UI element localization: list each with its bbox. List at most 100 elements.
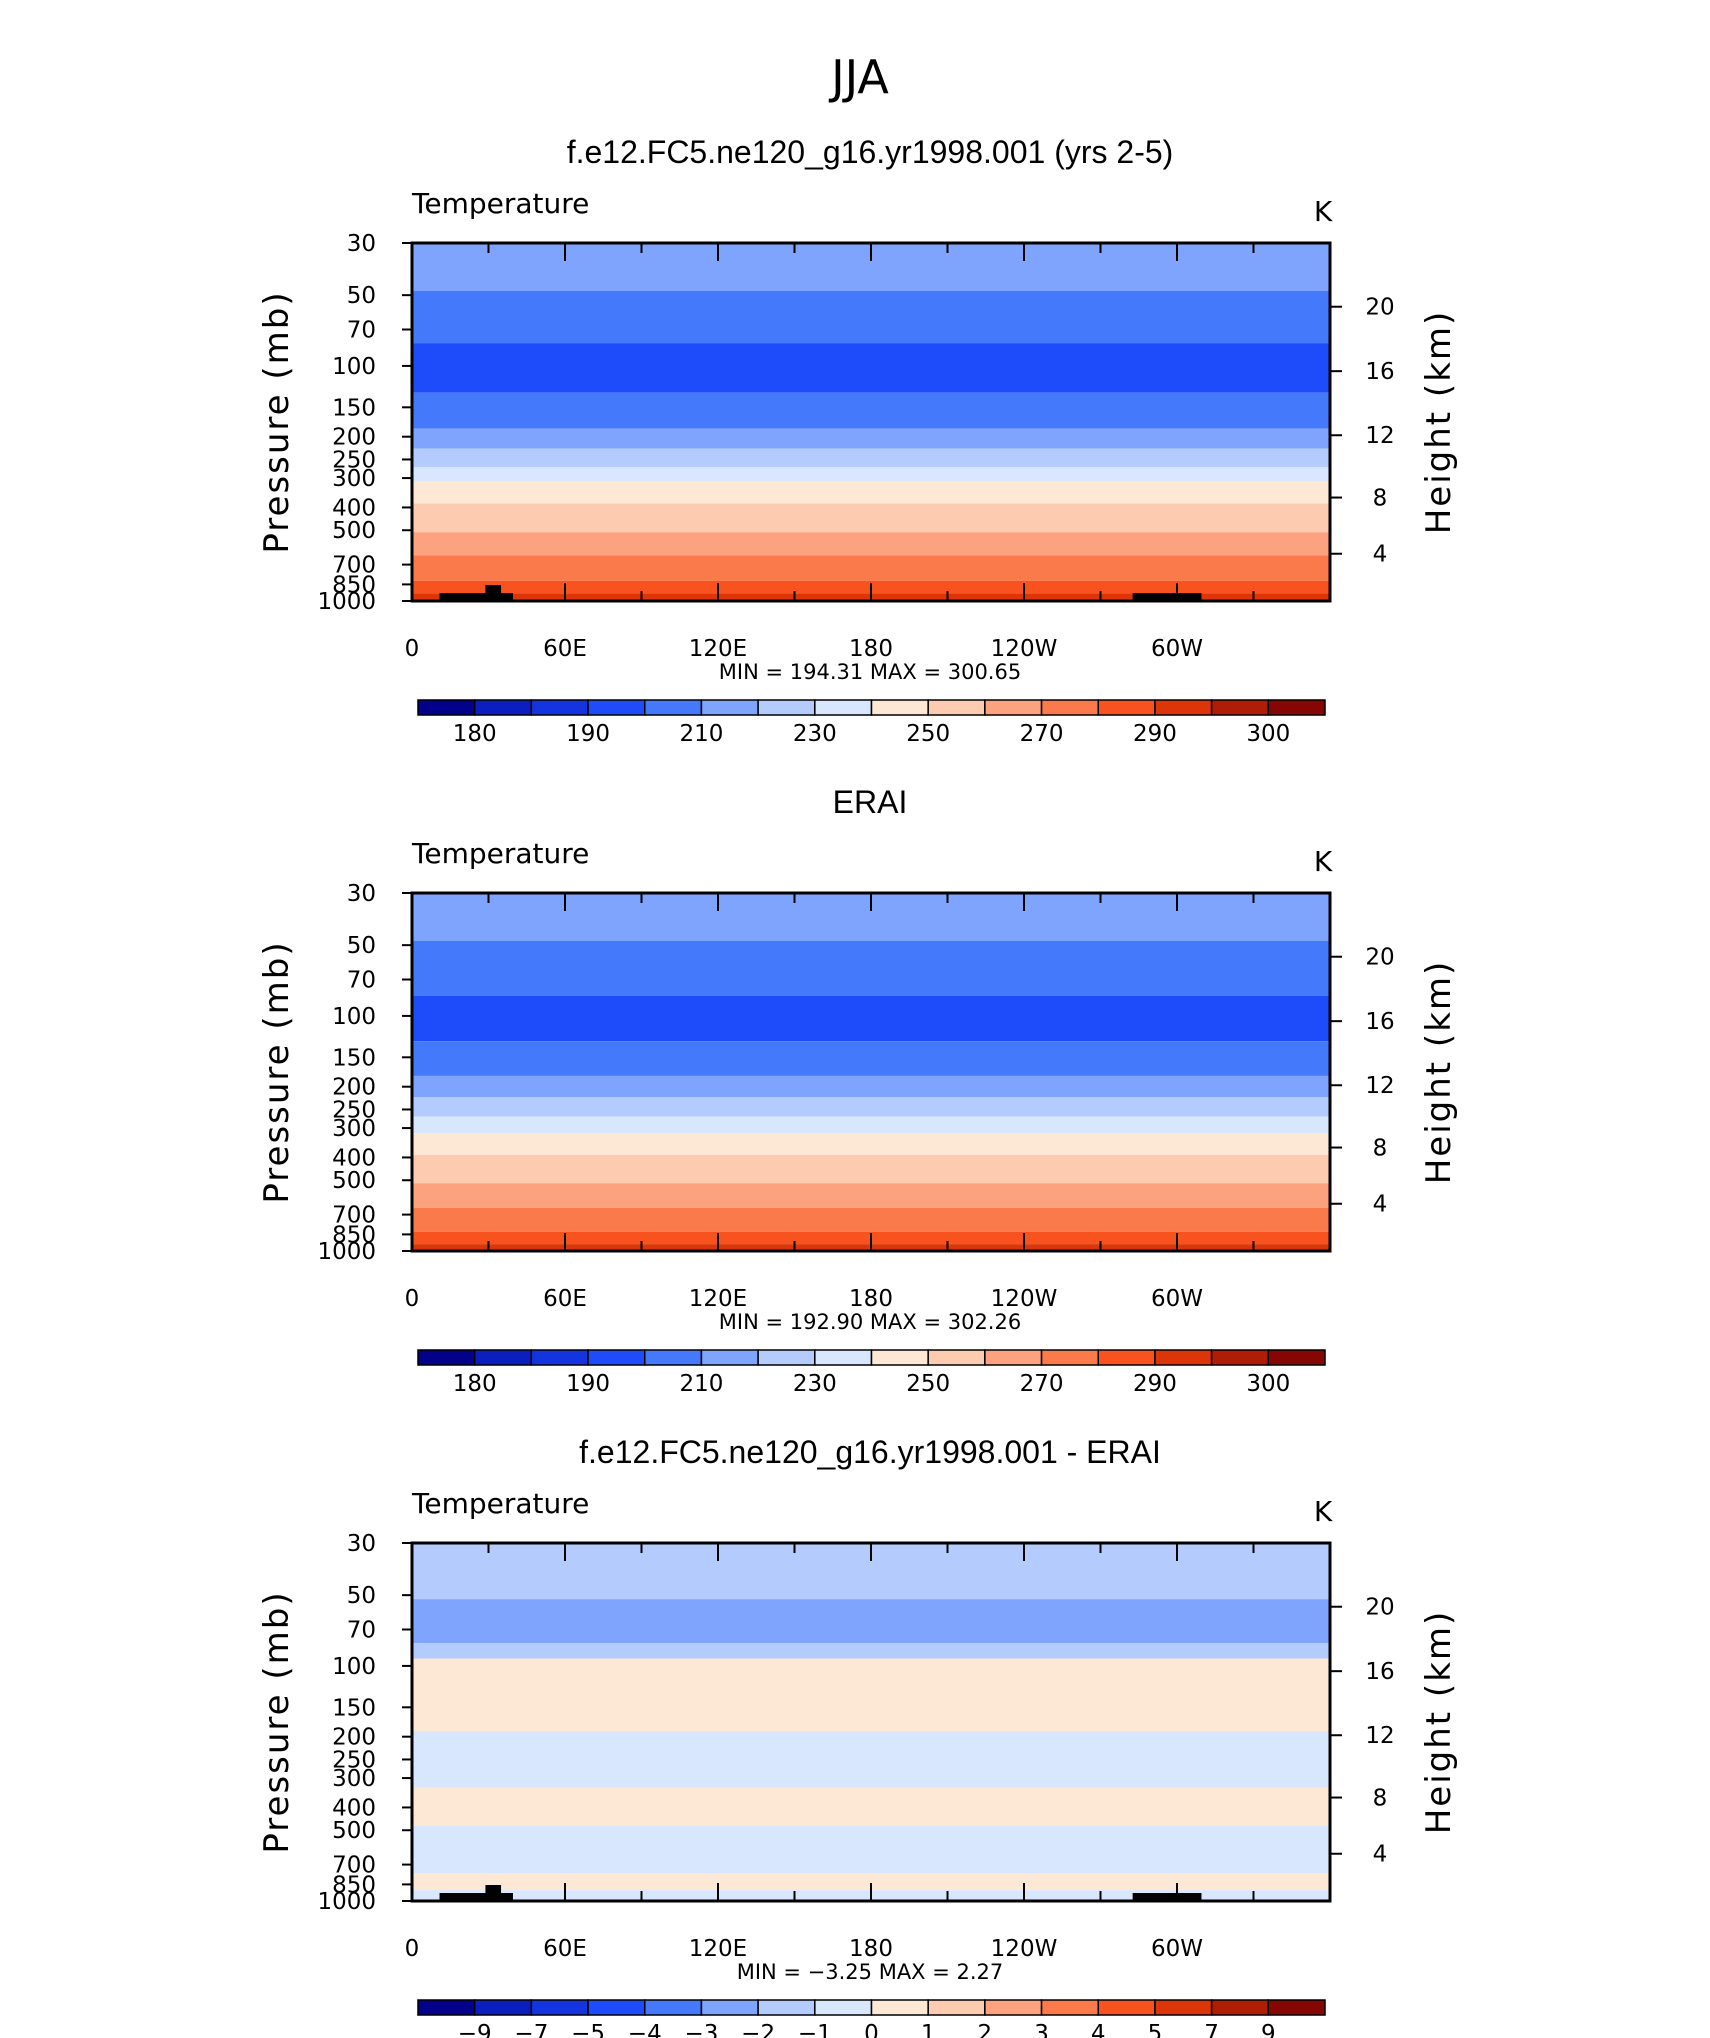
- colorbar-segment: [814, 1349, 873, 1366]
- y-tick-label: 300: [332, 1116, 376, 1142]
- right-tick-label: 20: [1365, 1595, 1394, 1621]
- colorbar-label: 0: [864, 2021, 879, 2038]
- y-tick-label: 1000: [317, 589, 376, 615]
- colorbar-segment: [530, 1349, 589, 1366]
- colorbar-label: 290: [1133, 721, 1177, 747]
- y-tick-label: 300: [332, 1766, 376, 1792]
- right-tick-label: 16: [1365, 1659, 1394, 1685]
- terrain-block: [1132, 593, 1202, 601]
- y-tick-label: 1000: [317, 1889, 376, 1915]
- y-axis-label: Pressure (mb): [257, 1590, 297, 1853]
- panel-3: f.e12.FC5.ne120_g16.yr1998.001 - ERAI Tem…: [257, 1434, 1459, 2038]
- colorbar-segment: [1210, 699, 1270, 716]
- colorbar-segment: [417, 1999, 476, 2016]
- x-tick-label: 120E: [689, 1936, 747, 1962]
- colorbar-label: 4: [1091, 2021, 1106, 2038]
- y-tick-label: 250: [332, 1747, 376, 1773]
- y-tick-label: 200: [332, 1075, 376, 1101]
- x-tick-label: 60W: [1151, 1936, 1203, 1962]
- colorbar-label: −7: [514, 2021, 548, 2038]
- colorbar-label: 3: [1034, 2021, 1049, 2038]
- terrain-block: [1132, 1893, 1202, 1901]
- contour-band: [412, 481, 1330, 504]
- contour-band: [412, 1207, 1330, 1232]
- colorbar: 180 190 210 230 250 270 290 300: [417, 699, 1326, 747]
- colorbar-label: 2: [978, 2021, 993, 2038]
- y-tick-label: 50: [347, 1583, 376, 1609]
- right-tick-label: 8: [1373, 1786, 1388, 1812]
- y-tick-label: 30: [347, 1531, 376, 1557]
- units-label: K: [1314, 845, 1333, 878]
- y-tick-label: 400: [332, 495, 376, 521]
- x-tick-label: 180: [849, 1286, 893, 1312]
- variable-label: Temperature: [411, 187, 589, 220]
- colorbar-label: 9: [1261, 2021, 1276, 2038]
- contour-band: [412, 532, 1330, 556]
- contour-bands: [412, 893, 1330, 1251]
- colorbar-segment: [1267, 1349, 1326, 1366]
- colorbar-label: 5: [1148, 2021, 1163, 2038]
- figure-suptitle: JJA: [828, 50, 889, 104]
- colorbar-segment: [530, 699, 589, 716]
- colorbar-segment: [644, 1999, 703, 2016]
- y-tick-label: 700: [332, 553, 376, 579]
- colorbar-label: 270: [1020, 721, 1064, 747]
- panel-title: f.e12.FC5.ne120_g16.yr1998.001 (yrs 2-5): [567, 134, 1174, 170]
- right-tick-label: 12: [1365, 1073, 1394, 1099]
- colorbar-label: 190: [566, 721, 610, 747]
- y-tick-label: 70: [347, 318, 376, 344]
- y-tick-label: 100: [332, 1654, 376, 1680]
- right-axis-label: Height (km): [1419, 1610, 1459, 1835]
- contour-bands: [412, 243, 1330, 601]
- x-axis: 0 60E 120E 180 120W 60W: [405, 893, 1331, 1312]
- contour-band: [412, 1116, 1330, 1134]
- colorbar-segment: [870, 1999, 929, 2016]
- colorbar-label: −9: [458, 2021, 492, 2038]
- x-tick-label: 0: [405, 636, 420, 662]
- colorbar-label: 270: [1020, 1371, 1064, 1397]
- right-tick-label: 12: [1365, 423, 1394, 449]
- variable-label: Temperature: [411, 837, 589, 870]
- colorbar-segment: [1154, 699, 1213, 716]
- colorbar-label: 210: [679, 721, 723, 747]
- y-tick-label: 700: [332, 1853, 376, 1879]
- contour-band: [412, 555, 1330, 581]
- colorbar-segment: [700, 1349, 759, 1366]
- units-label: K: [1314, 1495, 1333, 1528]
- colorbar-label: 250: [906, 1371, 950, 1397]
- x-axis: 0 60E 120E 180 120W 60W: [405, 1543, 1331, 1962]
- y-tick-label: 70: [347, 968, 376, 994]
- colorbar-segment: [757, 1349, 816, 1366]
- y-tick-label: 70: [347, 1618, 376, 1644]
- colorbar-label: 7: [1204, 2021, 1219, 2038]
- colorbar-segment: [1267, 699, 1326, 716]
- right-tick-label: 20: [1365, 295, 1394, 321]
- colorbar-label: 180: [453, 1371, 497, 1397]
- colorbar-label: −1: [798, 2021, 832, 2038]
- min-max-label: MIN = 192.90 MAX = 302.26: [719, 1310, 1021, 1334]
- contour-band: [412, 503, 1330, 533]
- colorbar-label: 300: [1246, 1371, 1290, 1397]
- y-tick-label: 250: [332, 1097, 376, 1123]
- colorbar-segment: [1210, 1999, 1270, 2016]
- colorbar-label: 290: [1133, 1371, 1177, 1397]
- colorbar-segment: [984, 1349, 1043, 1366]
- contour-band: [412, 1787, 1330, 1827]
- colorbar-segment: [473, 1349, 533, 1366]
- x-tick-label: 60E: [543, 636, 587, 662]
- contour-bands: [412, 1543, 1330, 1901]
- colorbar-segment: [644, 699, 703, 716]
- panel-title: f.e12.FC5.ne120_g16.yr1998.001 - ERAI: [579, 1434, 1161, 1470]
- colorbar-segment: [927, 1999, 986, 2016]
- colorbar-segment: [644, 1349, 703, 1366]
- y-tick-label: 50: [347, 283, 376, 309]
- y-axis-right: 20 16 12 8 4: [1330, 1595, 1395, 1868]
- contour-band: [412, 1658, 1330, 1732]
- colorbar-label: 300: [1246, 721, 1290, 747]
- x-tick-label: 60W: [1151, 1286, 1203, 1312]
- colorbar-segment: [1040, 699, 1099, 716]
- y-tick-label: 1000: [317, 1239, 376, 1265]
- contour-band: [412, 1041, 1330, 1076]
- x-tick-label: 120W: [991, 636, 1058, 662]
